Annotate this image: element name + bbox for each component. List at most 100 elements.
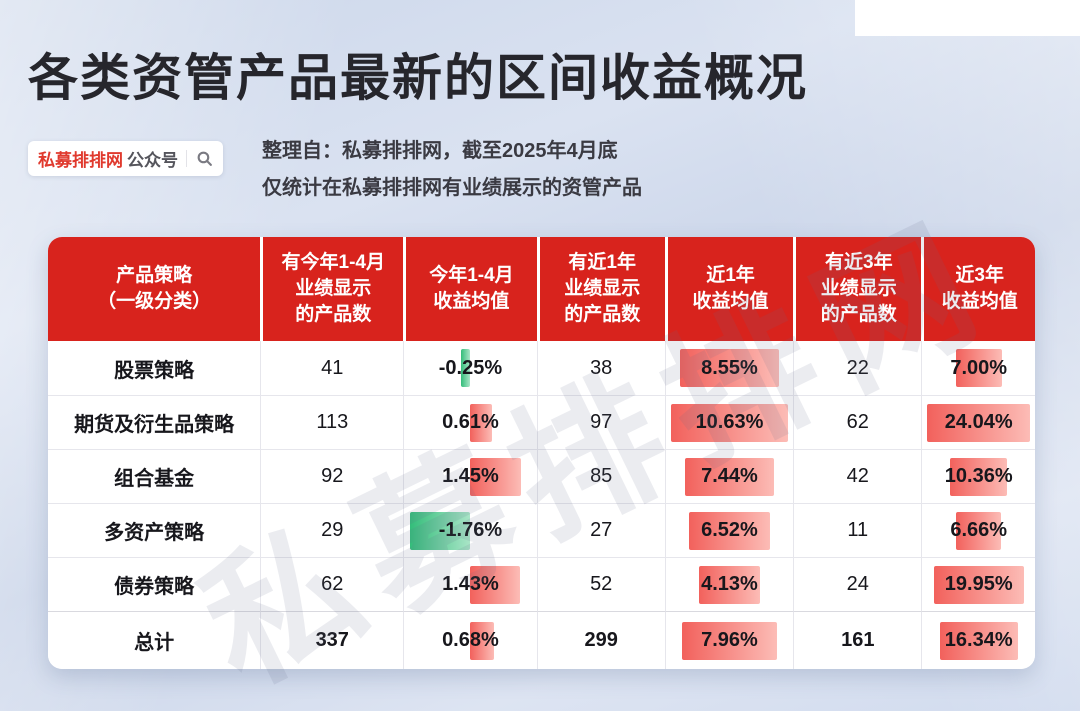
return-value: 6.52% [701, 519, 758, 541]
return-cell: 7.44% [664, 449, 794, 503]
positive-data-bar [926, 403, 1031, 442]
return-value: 4.13% [701, 573, 758, 595]
column-header-strategy: 产品策略 （一级分类） [48, 237, 261, 341]
positive-data-bar [684, 457, 775, 496]
product-count: 92 [260, 449, 404, 503]
return-cell: 1.43% [403, 557, 537, 611]
return-value: 10.36% [944, 465, 1013, 487]
product-count: 27 [536, 503, 665, 557]
positive-data-bar [688, 511, 771, 550]
return-value: 8.55% [701, 356, 758, 379]
strategy-name: 股票策略 [48, 341, 261, 395]
positive-data-bar [679, 349, 780, 387]
return-cell: 10.63% [664, 395, 794, 449]
table-row: 期货及衍生品策略 113 0.61% 97 10.63% 62 24.04% [48, 395, 1035, 449]
table-header-row: 产品策略 （一级分类） 有今年1-4月 业绩显示 的产品数 今年1-4月 收益均值 有近1年业… [48, 237, 1035, 341]
positive-data-bar [470, 403, 492, 442]
product-count: 24 [793, 557, 922, 611]
product-count: 52 [536, 557, 665, 611]
return-cell: 8.55% [664, 341, 794, 395]
return-value: -1.76% [438, 519, 503, 541]
return-cell: 7.96% [664, 611, 794, 669]
return-cell: 19.95% [921, 557, 1035, 611]
return-value: 24.04% [944, 411, 1013, 433]
return-value: 1.43% [442, 573, 499, 595]
product-count: 41 [260, 341, 404, 395]
positive-data-bar [949, 457, 1008, 496]
negative-data-bar [409, 511, 471, 550]
badge-suffix-text: 公众号 [127, 151, 178, 170]
table-row: 多资产策略 29 -1.76% 27 6.52% 11 6.66% [48, 503, 1035, 557]
return-value: 6.66% [950, 519, 1008, 541]
positive-data-bar [470, 565, 520, 604]
white-corner-box [855, 0, 1080, 36]
product-count: 38 [536, 341, 665, 395]
return-cell: 6.52% [664, 503, 794, 557]
positive-data-bar [470, 621, 494, 660]
product-count: 97 [536, 395, 665, 449]
page-title: 各类资管产品最新的区间收益概况 [28, 50, 808, 106]
column-header-ret_1y: 近1年 收益均值 [664, 237, 794, 341]
product-count: 337 [260, 611, 404, 669]
product-count: 29 [260, 503, 404, 557]
source-line-2: 仅统计在私募排排网有业绩展示的资管产品 [262, 177, 642, 199]
return-cell: 0.68% [403, 611, 537, 669]
returns-table: 产品策略 （一级分类） 有今年1-4月 业绩显示 的产品数 今年1-4月 收益均值 有近1年业… [48, 237, 1035, 669]
return-value: 7.00% [950, 356, 1008, 379]
return-cell: 10.36% [921, 449, 1035, 503]
return-value: 7.96% [701, 629, 758, 651]
positive-data-bar [670, 403, 789, 442]
account-badge[interactable]: 私募排排网 公众号 [28, 141, 223, 176]
table-row: 债券策略 62 1.43% 52 4.13% 24 19.95% [48, 557, 1035, 611]
positive-data-bar [470, 457, 521, 496]
positive-data-bar [933, 565, 1024, 604]
positive-data-bar [682, 621, 777, 660]
table-row: 组合基金 92 1.45% 85 7.44% 42 10.36% [48, 449, 1035, 503]
return-cell: -0.25% [403, 341, 537, 395]
positive-data-bar [955, 349, 1002, 387]
return-cell: -1.76% [403, 503, 537, 557]
product-count: 11 [793, 503, 922, 557]
strategy-name: 债券策略 [48, 557, 261, 611]
return-cell: 16.34% [921, 611, 1035, 669]
positive-data-bar [698, 565, 761, 604]
column-header-count_1y: 有近1年 业绩显示 的产品数 [536, 237, 665, 341]
return-value: 10.63% [695, 411, 764, 433]
negative-data-bar [461, 349, 471, 387]
product-count: 299 [536, 611, 665, 669]
return-value: 16.34% [944, 629, 1013, 651]
source-note: 整理自：私募排排网，截至2025年4月底 仅统计在私募排排网有业绩展示的资管产品 [262, 133, 642, 207]
product-count: 85 [536, 449, 665, 503]
positive-data-bar [939, 621, 1018, 660]
return-value: 1.45% [442, 465, 499, 487]
return-value: 19.95% [944, 573, 1013, 595]
column-header-count_ytd: 有今年1-4月 业绩显示 的产品数 [260, 237, 404, 341]
product-count: 42 [793, 449, 922, 503]
table-row-total: 总计 337 0.68% 299 7.96% 161 16.34% [48, 611, 1035, 669]
column-header-ret_3y: 近3年 收益均值 [921, 237, 1035, 341]
strategy-name: 总计 [48, 611, 261, 669]
return-cell: 7.00% [921, 341, 1035, 395]
return-cell: 1.45% [403, 449, 537, 503]
product-count: 62 [793, 395, 922, 449]
positive-data-bar [956, 511, 1002, 550]
product-count: 161 [793, 611, 922, 669]
table-row: 股票策略 41 -0.25% 38 8.55% 22 7.00% [48, 341, 1035, 395]
return-cell: 24.04% [921, 395, 1035, 449]
source-line-1: 整理自：私募排排网，截至2025年4月底 [262, 140, 618, 162]
search-icon[interactable] [186, 150, 213, 167]
product-count: 113 [260, 395, 404, 449]
column-header-ret_ytd: 今年1-4月 收益均值 [403, 237, 537, 341]
return-value: 7.44% [701, 465, 758, 487]
return-cell: 0.61% [403, 395, 537, 449]
product-count: 22 [793, 341, 922, 395]
strategy-name: 组合基金 [48, 449, 261, 503]
badge-brand-text: 私募排排网 [38, 151, 123, 170]
return-value: 0.61% [442, 411, 499, 433]
product-count: 62 [260, 557, 404, 611]
strategy-name: 多资产策略 [48, 503, 261, 557]
column-header-count_3y: 有近3年 业绩显示 的产品数 [793, 237, 922, 341]
return-cell: 6.66% [921, 503, 1035, 557]
strategy-name: 期货及衍生品策略 [48, 395, 261, 449]
